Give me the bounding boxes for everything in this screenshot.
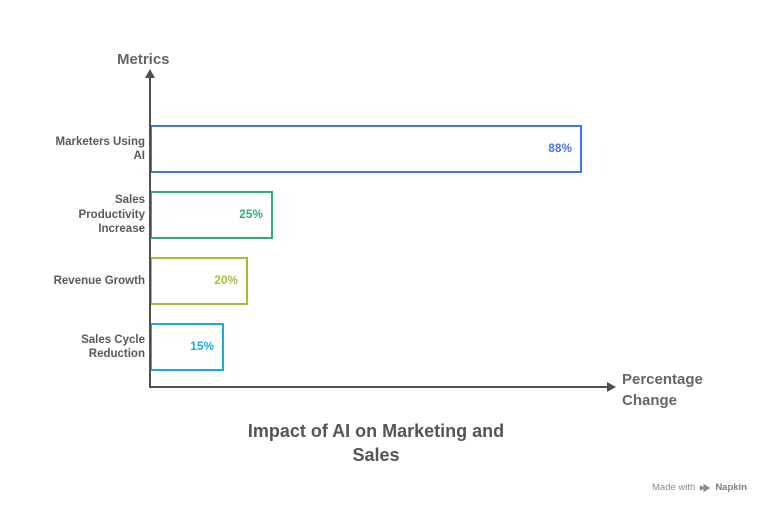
bar: 20% bbox=[150, 257, 248, 305]
y-axis-arrow-icon bbox=[145, 69, 155, 78]
bar-value-label: 15% bbox=[190, 341, 214, 353]
bar: 25% bbox=[150, 191, 273, 239]
bar-category-label: Sales Productivity Increase bbox=[78, 194, 145, 236]
bar: 88% bbox=[150, 125, 582, 173]
watermark-brand: Napkin bbox=[715, 482, 747, 493]
bar-category-label: Sales Cycle Reduction bbox=[81, 333, 145, 361]
chart-title: Impact of AI on Marketing and Sales bbox=[247, 421, 505, 465]
x-axis-line bbox=[150, 386, 608, 388]
x-axis-arrow-icon bbox=[607, 382, 616, 392]
bar: 15% bbox=[150, 323, 224, 371]
x-axis-title: Percentage Change bbox=[622, 371, 703, 409]
watermark-made-with-napkin[interactable]: Made with Napkin bbox=[652, 482, 747, 493]
bar-value-label: 25% bbox=[239, 209, 263, 221]
watermark-prefix: Made with bbox=[652, 482, 696, 493]
bar-value-label: 20% bbox=[214, 275, 238, 287]
bar-category-label: Revenue Growth bbox=[53, 274, 145, 287]
bar-value-label: 88% bbox=[548, 143, 572, 155]
bar-category-label: Marketers Using AI bbox=[55, 135, 145, 163]
y-axis-title: Metrics bbox=[117, 51, 170, 68]
napkin-logo-icon bbox=[699, 483, 711, 493]
y-axis-line bbox=[149, 77, 151, 388]
